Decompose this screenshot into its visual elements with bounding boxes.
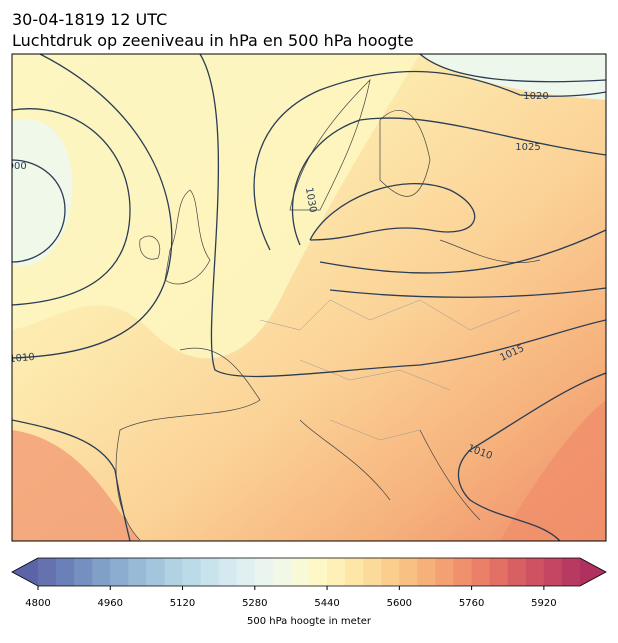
colorbar-segment bbox=[182, 558, 202, 586]
colorbar-segment bbox=[56, 558, 75, 586]
colorbar-segment bbox=[345, 558, 364, 586]
colorbar-tick-label: 5760 bbox=[459, 598, 484, 609]
colorbar-tick-label: 5120 bbox=[170, 598, 195, 609]
colorbar-segment bbox=[561, 558, 581, 586]
colorbar-segment bbox=[218, 558, 238, 586]
colorbar-tick-label: 5600 bbox=[387, 598, 412, 609]
colorbar-segment bbox=[272, 558, 292, 586]
colorbar-segment bbox=[254, 558, 274, 586]
colorbar-segment bbox=[471, 558, 491, 586]
colorbar-segment bbox=[290, 558, 310, 586]
map-frame bbox=[11, 53, 607, 542]
colorbar-outline bbox=[11, 557, 607, 587]
subtitle: Luchtdruk op zeeniveau in hPa en 500 hPa… bbox=[12, 31, 414, 50]
colorbar-segment bbox=[453, 558, 473, 586]
colorbar-segment bbox=[507, 558, 527, 586]
colorbar-tick-label: 5280 bbox=[242, 598, 267, 609]
contour-label: 1025 bbox=[515, 142, 540, 153]
height-field bbox=[420, 54, 606, 100]
colorbar-segment bbox=[525, 558, 545, 586]
height-field bbox=[12, 430, 140, 541]
colorbar-segment bbox=[164, 558, 184, 586]
colorbar-segment bbox=[543, 558, 563, 586]
contour-label: 1030 bbox=[303, 187, 318, 214]
colorbar-segment bbox=[489, 558, 509, 586]
height-field bbox=[12, 54, 420, 359]
colorbar-extend-high bbox=[580, 558, 606, 586]
colorbar-segment bbox=[38, 558, 57, 586]
colorbar-label: 500 hPa hoogte in meter bbox=[247, 616, 372, 627]
colorbar-segment bbox=[363, 558, 382, 586]
contour-label: 1010 bbox=[9, 352, 35, 365]
colorbar-segment bbox=[92, 558, 111, 586]
colorbar-tick-label: 4960 bbox=[98, 598, 123, 609]
contour-label: 1000 bbox=[1, 161, 26, 172]
colorbar-tick-label: 5920 bbox=[531, 598, 556, 609]
colorbar-segment bbox=[381, 558, 400, 586]
colorbar-segment bbox=[200, 558, 220, 586]
colorbar-segment bbox=[236, 558, 256, 586]
colorbar-segment bbox=[74, 558, 93, 586]
colorbar-segment bbox=[399, 558, 418, 586]
colorbar-segment bbox=[435, 558, 455, 586]
colorbar: 4800 4960 5120 5280 5440 5600 5760 5920 bbox=[11, 557, 607, 609]
colorbar-segment bbox=[146, 558, 165, 586]
colorbar-segment bbox=[327, 558, 346, 586]
colorbar-segment bbox=[309, 558, 328, 586]
colorbar-tick-label: 5440 bbox=[314, 598, 339, 609]
colorbar-tick-label: 4800 bbox=[25, 598, 50, 609]
height-field bbox=[500, 400, 606, 541]
colorbar-segment bbox=[128, 558, 147, 586]
title: 30-04-1819 12 UTC bbox=[12, 10, 167, 29]
contour-label: 1020 bbox=[523, 91, 548, 102]
colorbar-segment bbox=[110, 558, 129, 586]
colorbar-extend-low bbox=[12, 558, 38, 586]
height-field bbox=[12, 118, 73, 267]
colorbar-segment bbox=[417, 558, 436, 586]
